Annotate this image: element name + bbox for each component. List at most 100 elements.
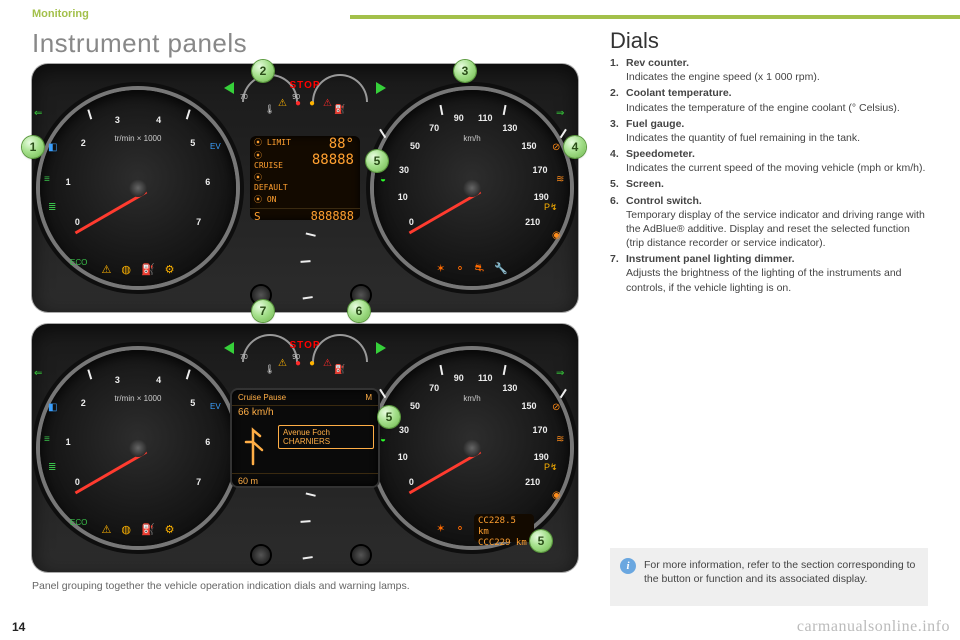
dial-tick-number: 50: [405, 141, 425, 151]
warning-icon: ⚠: [323, 358, 332, 369]
dial-tick: [303, 296, 313, 299]
item-text: Coolant temperature.Indicates the temper…: [626, 86, 930, 114]
item-text: Rev counter.Indicates the engine speed (…: [626, 56, 930, 84]
lcd-line: ⦿ ON: [250, 193, 296, 206]
dial-tick-number: 1: [58, 437, 78, 447]
dial-symbol: ◒: [380, 174, 386, 185]
dial-tick-number: 1: [58, 177, 78, 187]
dial-label: km/h: [463, 134, 480, 143]
warning-icon: ●: [309, 98, 315, 109]
dial-tick-number: 10: [393, 192, 413, 202]
callout-badge: 4: [564, 136, 586, 158]
dial-tick-number: 4: [149, 375, 169, 385]
dial-tick-number: 150: [519, 141, 539, 151]
rev-counter-dial: tr/min × 100001234567⇐◧≡≣ECOEV⚠◍⛽⚙: [40, 350, 236, 546]
dial-symbol: ⇒: [556, 368, 564, 379]
item-number: 2.: [610, 86, 626, 114]
thermometer-icon: 🌡: [264, 364, 275, 375]
dial-label: tr/min × 1000: [115, 394, 162, 403]
item-number: 3.: [610, 117, 626, 145]
dial-tick-number: 6: [198, 437, 218, 447]
item-number: 7.: [610, 252, 626, 295]
dial-symbol: ⊘: [552, 142, 560, 153]
left-turn-icon: [224, 82, 234, 94]
lcd-mode: M: [365, 393, 372, 402]
info-text: For more information, refer to the secti…: [644, 559, 915, 585]
speedometer-dial: km/h01030507090110130150170190210◒⇒⊘≋P↯◉…: [374, 350, 570, 546]
fuel-pump-icon: ⛽: [334, 364, 345, 375]
dial-tick-number: 150: [519, 401, 539, 411]
warning-icon: ⚠: [278, 98, 287, 109]
dial-tick-number: 2: [73, 398, 93, 408]
odometer-display: CC228.5 kmCCC229 km: [474, 514, 534, 542]
dial-tick-number: 7: [189, 217, 209, 227]
dial-hub: [129, 439, 147, 457]
dial-symbol: ⊘: [552, 402, 560, 413]
dial-tick-number: 190: [531, 452, 551, 462]
dial-tick-number: 7: [189, 477, 209, 487]
dial-tick-number: 90: [449, 373, 469, 383]
item-number: 1.: [610, 56, 626, 84]
lcd-main: 88888: [296, 152, 360, 168]
dial-symbol: ◒: [380, 434, 386, 445]
coolant-tick: 70: [240, 354, 248, 361]
dial-symbol: EV: [210, 142, 221, 151]
warning-indicator-row: ⚠●●⚠: [278, 358, 332, 369]
dial-bottom-symbols: ⚠◍⛽⚙: [101, 523, 174, 536]
callout-badge: 7: [252, 300, 274, 322]
warning-icon: ●: [295, 98, 301, 109]
dial-symbol: ◍: [121, 523, 131, 536]
callout-badge: 5: [530, 530, 552, 552]
lcd-line: ⦿ CRUISE: [250, 149, 296, 171]
callout-badge: 2: [252, 60, 274, 82]
dial-tick: [186, 109, 191, 119]
callout-badge: 5: [366, 150, 388, 172]
dial-tick-number: 3: [107, 115, 127, 125]
dial-hub: [129, 179, 147, 197]
dial-tick-number: 70: [424, 123, 444, 133]
dial-tick-number: 2: [73, 138, 93, 148]
panel-caption: Panel grouping together the vehicle oper…: [32, 580, 410, 592]
lcd-temp: 88°: [296, 136, 360, 152]
dial-symbol: ⛽: [141, 263, 155, 276]
dial-tick-number: 5: [183, 398, 203, 408]
odo-line: CCC229 km: [478, 538, 530, 549]
dial-tick-number: 4: [149, 115, 169, 125]
dial-needle: [75, 191, 148, 235]
panel-knob: [252, 546, 270, 564]
dial-tick-number: 5: [183, 138, 203, 148]
warning-indicator-row: ⚠ ● ● ⚠: [278, 98, 332, 109]
item-text: Fuel gauge.Indicates the quantity of fue…: [626, 117, 930, 145]
dial-tick: [560, 389, 567, 398]
manual-page: Monitoring Instrument panels Dials 1.Rev…: [0, 0, 960, 640]
dial-tick-number: 110: [475, 373, 495, 383]
lcd-cruise-status: Cruise Pause: [238, 393, 286, 402]
dial-tick-number: 170: [530, 425, 550, 435]
dial-tick: [379, 129, 386, 138]
lcd-speed: 66 km/h: [232, 406, 378, 419]
dial-symbol: ≣: [48, 202, 56, 213]
callout-badge: 6: [348, 300, 370, 322]
fuel-pump-icon: ⛽: [334, 104, 345, 115]
dial-symbol: ✶: [436, 262, 445, 276]
dial-symbol: ⚠: [101, 523, 111, 536]
dial-symbol: ⛐: [475, 262, 485, 276]
dial-symbol: ◍: [121, 263, 131, 276]
left-turn-icon: [224, 342, 234, 354]
lcd-header: Cruise Pause M: [232, 390, 378, 406]
right-turn-icon: [376, 342, 386, 354]
dial-bottom-symbols: ✶⚬⛐🔧: [436, 262, 508, 276]
dial-symbol: ≡: [44, 174, 50, 185]
callout-badge: 3: [454, 60, 476, 82]
callout-badge: 5: [378, 406, 400, 428]
dials-list-item: 7.Instrument panel lighting dimmer.Adjus…: [610, 252, 930, 295]
callout-badge: 1: [22, 136, 44, 158]
dial-tick: [503, 365, 507, 375]
dial-symbol: ⇐: [34, 108, 42, 119]
dials-list-item: 2.Coolant temperature.Indicates the temp…: [610, 86, 930, 114]
warning-icon: ⚠: [323, 98, 332, 109]
dial-tick-number: 30: [394, 425, 414, 435]
dial-tick: [503, 105, 507, 115]
dial-tick-number: 170: [530, 165, 550, 175]
dial-tick-number: 6: [198, 177, 218, 187]
